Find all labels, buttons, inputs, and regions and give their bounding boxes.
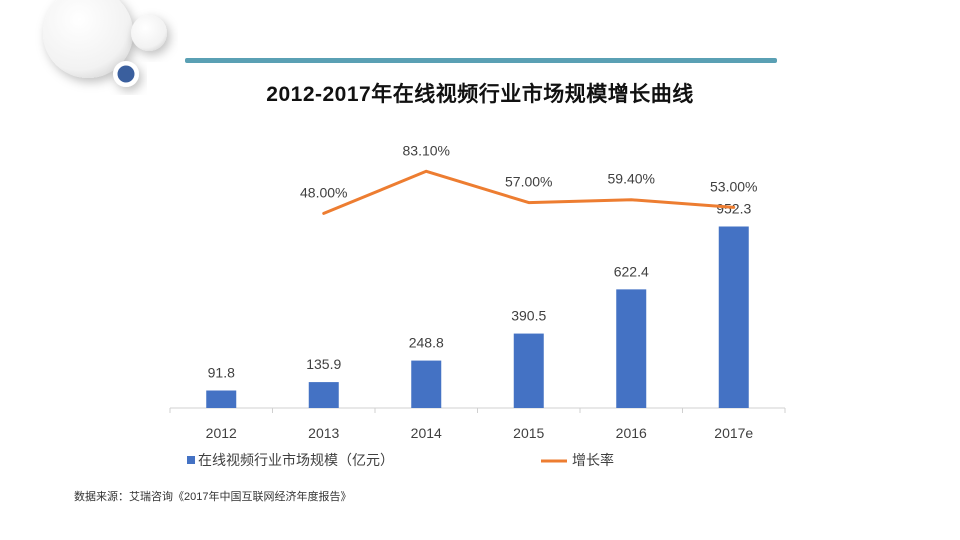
x-tick-label: 2014 (411, 425, 442, 441)
source-note: 数据来源：艾瑞咨询《2017年中国互联网经济年度报告》 (74, 491, 352, 503)
x-tick-label: 2016 (616, 425, 647, 441)
x-tick-label: 2015 (513, 425, 544, 441)
legend-bar-label: 在线视频行业市场规模（亿元） (198, 452, 394, 468)
bar-value-label: 91.8 (208, 365, 235, 381)
growth-value-label: 48.00% (300, 184, 347, 200)
growth-value-label: 57.00% (505, 174, 552, 190)
bar (206, 390, 237, 408)
growth-value-label: 83.10% (403, 142, 450, 158)
decor-circle-small (131, 15, 167, 51)
bar (308, 382, 339, 408)
bar (616, 289, 647, 408)
x-tick-label: 2017e (714, 425, 753, 441)
bar (411, 360, 442, 408)
bar-value-label: 135.9 (306, 356, 341, 372)
bar (513, 333, 544, 408)
bar-value-label: 622.4 (614, 263, 649, 279)
growth-line (322, 169, 736, 215)
legend-line-label: 增长率 (572, 452, 614, 468)
decor-circle-large (43, 0, 133, 78)
x-tick-label: 2012 (206, 425, 237, 441)
growth-value-label: 53.00% (710, 178, 757, 194)
bar-value-label: 248.8 (409, 335, 444, 351)
bar-value-label: 390.5 (511, 308, 546, 324)
chart-title: 2012-2017年在线视频行业市场规模增长曲线 (266, 83, 694, 106)
header-line (185, 58, 777, 63)
decor-dot (117, 65, 135, 83)
bar (718, 226, 749, 408)
legend-bar-swatch (187, 456, 195, 464)
x-tick-label: 2013 (308, 425, 339, 441)
growth-value-label: 59.40% (608, 171, 655, 187)
